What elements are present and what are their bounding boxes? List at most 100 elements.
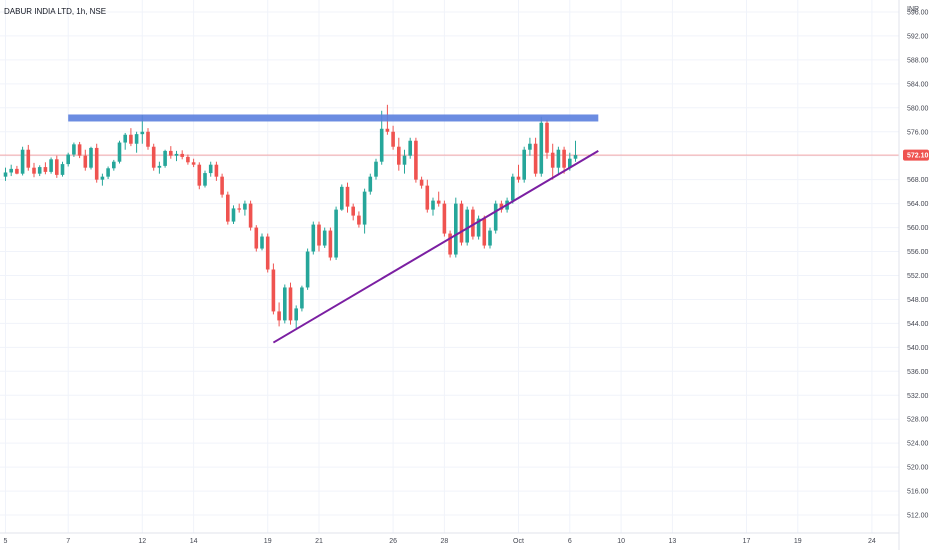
candle-body bbox=[191, 162, 196, 165]
candle-body bbox=[37, 167, 42, 174]
candle-body bbox=[511, 176, 515, 201]
candle-body bbox=[448, 233, 452, 255]
y-tick-label: 536.00 bbox=[907, 369, 929, 376]
y-tick-label: 532.00 bbox=[907, 393, 929, 400]
x-tick-label: 26 bbox=[389, 538, 397, 545]
candle-body bbox=[351, 206, 355, 216]
candle-body bbox=[83, 155, 88, 168]
y-tick-label: 560.00 bbox=[907, 225, 929, 232]
candle-body bbox=[66, 154, 70, 165]
candle-body bbox=[15, 168, 19, 174]
x-tick-label: 12 bbox=[138, 538, 146, 545]
candle-body bbox=[49, 159, 53, 172]
candle-body bbox=[117, 142, 122, 162]
candle-body bbox=[260, 236, 264, 249]
candle-body bbox=[55, 159, 59, 175]
candle-body bbox=[146, 131, 150, 147]
candle-body bbox=[328, 230, 333, 258]
y-tick-label: 520.00 bbox=[907, 465, 929, 472]
price-axis[interactable]: 596.00 592.00 588.00 584.00 580.00 576.00 572.… bbox=[907, 9, 929, 519]
candle-body bbox=[197, 164, 202, 186]
candle-body bbox=[556, 149, 561, 168]
candle-body bbox=[203, 173, 207, 186]
candles bbox=[3, 104, 578, 329]
candle-body bbox=[459, 203, 464, 243]
candle-body bbox=[317, 224, 321, 246]
candle-body bbox=[283, 287, 287, 321]
candle-body bbox=[271, 269, 276, 312]
candle-body bbox=[493, 203, 498, 231]
currency-label: INR bbox=[907, 6, 919, 13]
y-tick-label: 584.00 bbox=[907, 81, 929, 88]
candle-body bbox=[408, 140, 412, 156]
candle-body bbox=[322, 230, 327, 246]
x-tick-label: 17 bbox=[743, 538, 751, 545]
candle-body bbox=[134, 134, 139, 144]
candle-body bbox=[9, 168, 13, 173]
candle-body bbox=[431, 200, 435, 210]
candle-body bbox=[516, 176, 521, 180]
chart-title: DABUR INDIA LTD, 1h, NSE bbox=[4, 7, 106, 16]
candle-body bbox=[522, 149, 526, 180]
last-price-tag: 572.10 bbox=[903, 149, 929, 161]
y-tick-label: 524.00 bbox=[907, 441, 929, 448]
resistance-zone[interactable] bbox=[68, 114, 599, 122]
candle-body bbox=[465, 209, 469, 243]
y-tick-label: 576.00 bbox=[907, 129, 929, 136]
candle-body bbox=[140, 131, 145, 135]
y-tick-label: 548.00 bbox=[907, 297, 929, 304]
candle-body bbox=[157, 165, 162, 168]
candle-body bbox=[94, 147, 99, 180]
candle-body bbox=[334, 209, 338, 258]
x-tick-label: 19 bbox=[264, 538, 272, 545]
drawings[interactable] bbox=[68, 114, 599, 344]
y-tick-label: 512.00 bbox=[907, 513, 929, 520]
candle-body bbox=[169, 150, 173, 156]
candle-body bbox=[208, 164, 213, 174]
candle-body bbox=[476, 218, 481, 237]
candle-body bbox=[248, 203, 253, 228]
candle-body bbox=[357, 215, 361, 225]
grid-lines bbox=[0, 0, 899, 533]
candle-body bbox=[3, 172, 8, 177]
candle-body bbox=[151, 146, 156, 168]
candle-body bbox=[32, 167, 36, 174]
candle-body bbox=[482, 218, 487, 246]
x-tick-label: 13 bbox=[669, 538, 677, 545]
x-tick-label: 28 bbox=[441, 538, 449, 545]
candle-body bbox=[123, 134, 127, 143]
y-tick-label: 544.00 bbox=[907, 321, 929, 328]
candle-body bbox=[573, 155, 578, 159]
support-trendline[interactable] bbox=[272, 150, 599, 344]
y-tick-label: 556.00 bbox=[907, 249, 929, 256]
candle-body bbox=[100, 176, 105, 180]
candle-body bbox=[43, 167, 48, 172]
y-tick-label: 588.00 bbox=[907, 57, 929, 64]
candle-body bbox=[362, 191, 367, 225]
y-tick-label: 564.00 bbox=[907, 201, 929, 208]
candle-body bbox=[106, 168, 110, 177]
candle-body bbox=[345, 186, 350, 207]
candle-body bbox=[305, 251, 310, 288]
candle-body bbox=[454, 203, 458, 255]
candle-body bbox=[180, 153, 184, 157]
y-tick-label: 592.00 bbox=[907, 33, 929, 40]
candle-body bbox=[436, 200, 441, 204]
candle-body bbox=[374, 161, 378, 177]
candle-body bbox=[186, 156, 190, 163]
candle-body bbox=[397, 146, 401, 165]
candle-body bbox=[237, 208, 241, 210]
candle-body bbox=[294, 308, 298, 321]
candle-body bbox=[533, 143, 538, 174]
candle-body bbox=[385, 128, 390, 132]
x-tick-label: 10 bbox=[617, 538, 625, 545]
candle-body bbox=[129, 134, 133, 144]
candle-body bbox=[528, 143, 532, 150]
y-tick-label: 516.00 bbox=[907, 489, 929, 496]
last-price-value: 572.10 bbox=[907, 153, 929, 160]
candle-body bbox=[562, 149, 566, 168]
x-tick-label: 21 bbox=[315, 538, 323, 545]
candle-body bbox=[60, 164, 65, 175]
time-axis[interactable]: 5 7 12 14 19 21 26 28 Oct 6 10 13 17 19 24 bbox=[4, 538, 876, 545]
